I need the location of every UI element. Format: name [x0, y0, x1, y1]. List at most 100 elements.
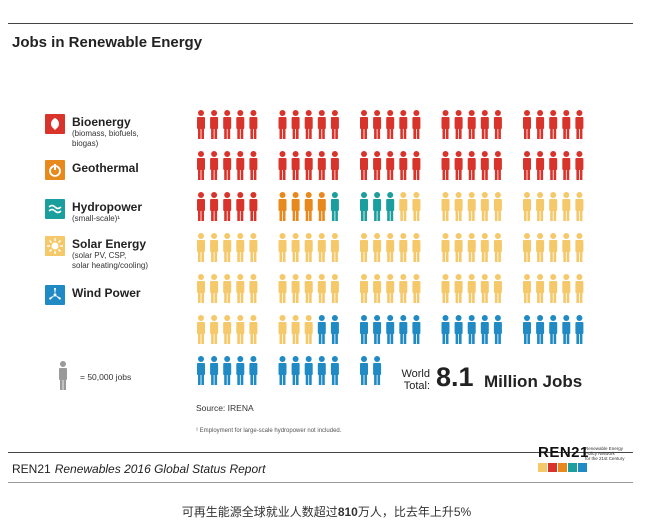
pictogram-chart [197, 110, 584, 385]
figure-wind-power [536, 315, 545, 344]
figure-solar-energy [304, 274, 313, 303]
figure-bioenergy [197, 110, 205, 139]
figure-wind-power [360, 315, 368, 344]
figure-wind-power [549, 315, 558, 344]
figure-wind-power [317, 356, 326, 385]
figure-bioenergy [304, 110, 313, 139]
figure-solar-energy [480, 233, 489, 262]
figure-bioenergy [278, 110, 287, 139]
figure-bioenergy [317, 151, 326, 180]
figure-wind-power [291, 356, 300, 385]
figure-solar-energy [562, 274, 571, 303]
figure-solar-energy [454, 274, 463, 303]
figure-bioenergy [278, 151, 287, 180]
figure-wind-power [330, 315, 339, 344]
figure-solar-energy [523, 274, 531, 303]
figure-wind-power [493, 315, 502, 344]
figure-solar-energy [249, 233, 258, 262]
figure-wind-power [386, 315, 395, 344]
figure-solar-energy [467, 192, 476, 221]
ren21-logo: REN21 Renewable Energy Policy Network for … [538, 444, 634, 474]
unit-person-icon [59, 361, 67, 390]
figure-bioenergy [223, 151, 232, 180]
figure-solar-energy [549, 274, 558, 303]
figure-hydropower [373, 192, 382, 221]
figure-bioenergy [493, 151, 502, 180]
figure-wind-power [441, 315, 450, 344]
figure-solar-energy [523, 192, 531, 221]
figure-solar-energy [223, 233, 232, 262]
figure-solar-energy [330, 233, 339, 262]
figure-bioenergy [480, 151, 489, 180]
legend-label: Solar Energy [72, 237, 147, 251]
figure-solar-energy [467, 233, 476, 262]
figure-bioenergy [210, 192, 219, 221]
figure-bioenergy [249, 151, 258, 180]
figure-solar-energy [523, 233, 531, 262]
figure-bioenergy [360, 110, 368, 139]
figure-hydropower [360, 192, 368, 221]
figure-bioenergy [373, 151, 382, 180]
figure-wind-power [223, 356, 232, 385]
figure-bioenergy [399, 110, 408, 139]
figure-bioenergy [441, 110, 450, 139]
figure-geothermal [278, 192, 287, 221]
figure-solar-energy [360, 233, 368, 262]
figure-wind-power [330, 356, 339, 385]
unit-label: = 50,000 jobs [80, 372, 132, 382]
figure-solar-energy [373, 274, 382, 303]
legend-label: Hydropower [72, 200, 143, 214]
figure-solar-energy [330, 274, 339, 303]
leaf-icon [45, 114, 65, 134]
figure-solar-energy [317, 274, 326, 303]
figure-hydropower [386, 192, 395, 221]
figure-bioenergy [197, 192, 205, 221]
wave-icon [45, 199, 65, 219]
figure-solar-energy [249, 315, 258, 344]
figure-wind-power [562, 315, 571, 344]
figure-solar-energy [386, 274, 395, 303]
figure-wind-power [373, 315, 382, 344]
figure-solar-energy [291, 274, 300, 303]
figure-solar-energy [210, 315, 219, 344]
figure-solar-energy [536, 192, 545, 221]
total-unit: Million Jobs [484, 372, 583, 391]
figure-wind-power [480, 315, 489, 344]
figure-solar-energy [562, 233, 571, 262]
figure-solar-energy [236, 233, 245, 262]
logo-icon-strip [538, 463, 587, 472]
figure-solar-energy [549, 233, 558, 262]
figure-bioenergy [330, 151, 339, 180]
figure-bioenergy [330, 110, 339, 139]
figure-hydropower [330, 192, 339, 221]
image-caption: 可再生能源全球就业人数超过810万人，比去年上升5% [181, 505, 472, 519]
figure-solar-energy [536, 233, 545, 262]
figure-solar-energy [236, 274, 245, 303]
figure-bioenergy [304, 151, 313, 180]
figure-bioenergy [236, 110, 245, 139]
figure-solar-energy [575, 233, 584, 262]
figure-solar-energy [304, 233, 313, 262]
figure-solar-energy [278, 233, 287, 262]
figure-wind-power [278, 356, 287, 385]
legend-sublabel: (solar PV, CSP, solar heating/cooling) [72, 251, 149, 270]
top-rule [8, 23, 633, 24]
figure-wind-power [399, 315, 408, 344]
figure-bioenergy [236, 192, 245, 221]
figure-solar-energy [223, 315, 232, 344]
figure-bioenergy [249, 192, 258, 221]
figure-bioenergy [373, 110, 382, 139]
figure-solar-energy [536, 274, 545, 303]
unit-figure-shape [59, 361, 67, 390]
figure-solar-energy [291, 315, 300, 344]
figure-solar-energy [467, 274, 476, 303]
figure-wind-power [412, 315, 421, 344]
figure-solar-energy [441, 233, 450, 262]
figure-bioenergy [317, 110, 326, 139]
figure-solar-energy [386, 233, 395, 262]
figure-bioenergy [493, 110, 502, 139]
report-name: Renewables 2016 Global Status Report [54, 462, 266, 476]
figure-bioenergy [291, 110, 300, 139]
footer-rule-top [8, 452, 633, 453]
figure-solar-energy [291, 233, 300, 262]
